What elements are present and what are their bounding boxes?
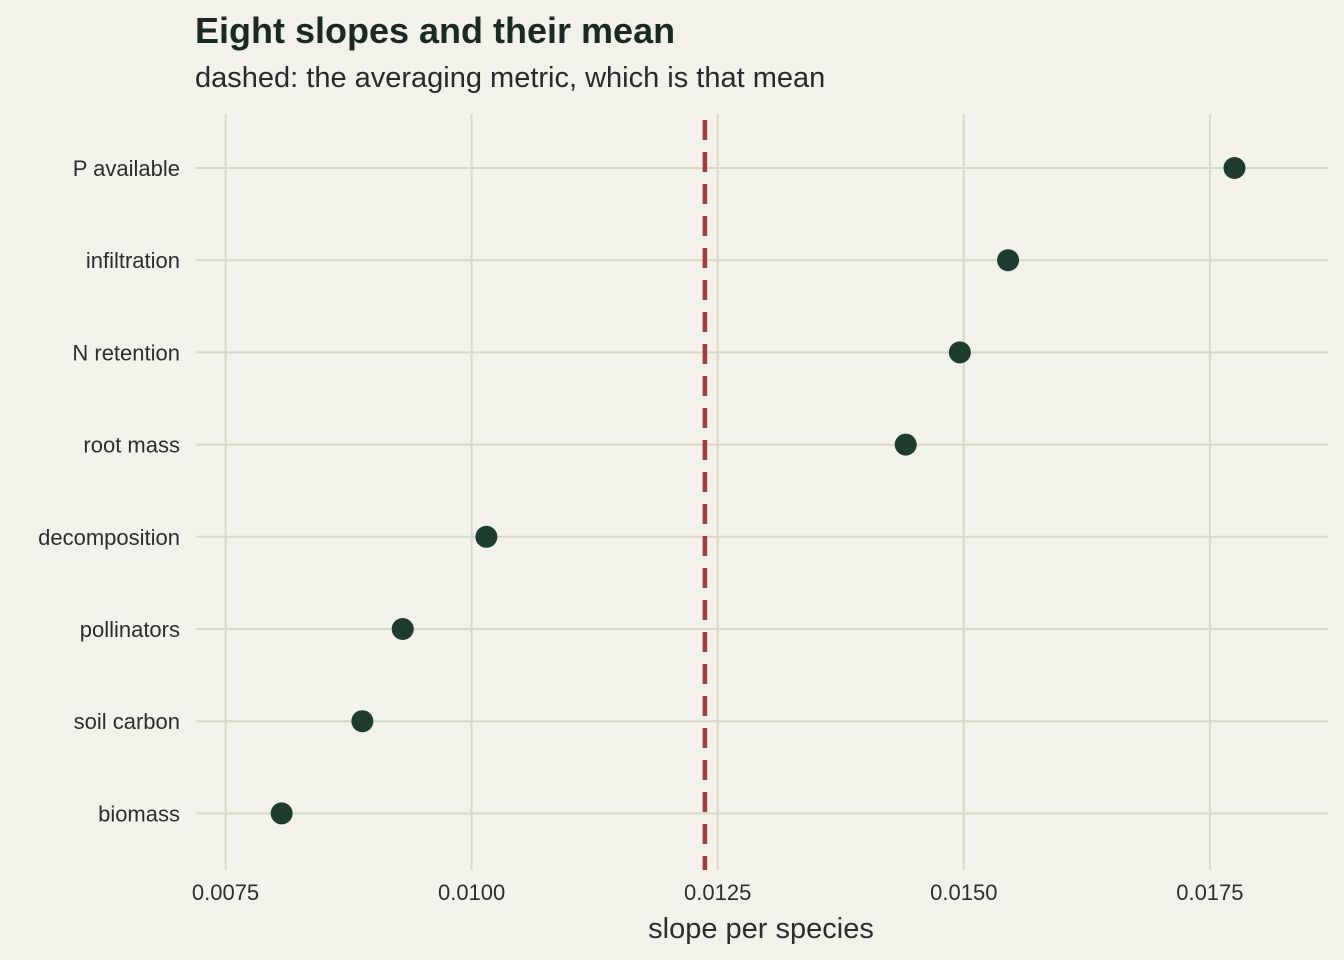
category-label: decomposition [38,525,180,550]
data-points [270,157,1246,825]
data-point [894,433,917,456]
category-label: infiltration [86,248,180,273]
category-label: N retention [72,340,180,365]
x-axis-title: slope per species [648,913,874,945]
category-labels: P available infiltration N retention root m… [38,156,180,826]
x-tick-label: 0.0150 [930,880,997,905]
category-label: root mass [83,433,180,458]
x-tick-label: 0.0175 [1176,880,1243,905]
x-tick-label: 0.0100 [438,880,505,905]
category-label: pollinators [80,617,180,642]
data-point [948,341,971,364]
x-tick-label: 0.0125 [684,880,751,905]
chart-subtitle: dashed: the averaging metric, which is t… [195,62,826,94]
x-tick-label: 0.0075 [192,880,259,905]
data-point [997,249,1020,272]
data-point [475,525,498,548]
gridlines [196,114,1328,870]
data-point [351,710,374,733]
data-point [391,618,414,640]
category-label: P available [73,156,180,181]
category-label: biomass [98,801,180,826]
data-point [270,802,293,825]
x-tick-labels: 0.0075 0.0100 0.0125 0.0150 0.0175 [192,880,1244,905]
chart-title: Eight slopes and their mean [195,10,676,51]
data-point [1223,157,1246,179]
category-label: soil carbon [74,709,180,734]
